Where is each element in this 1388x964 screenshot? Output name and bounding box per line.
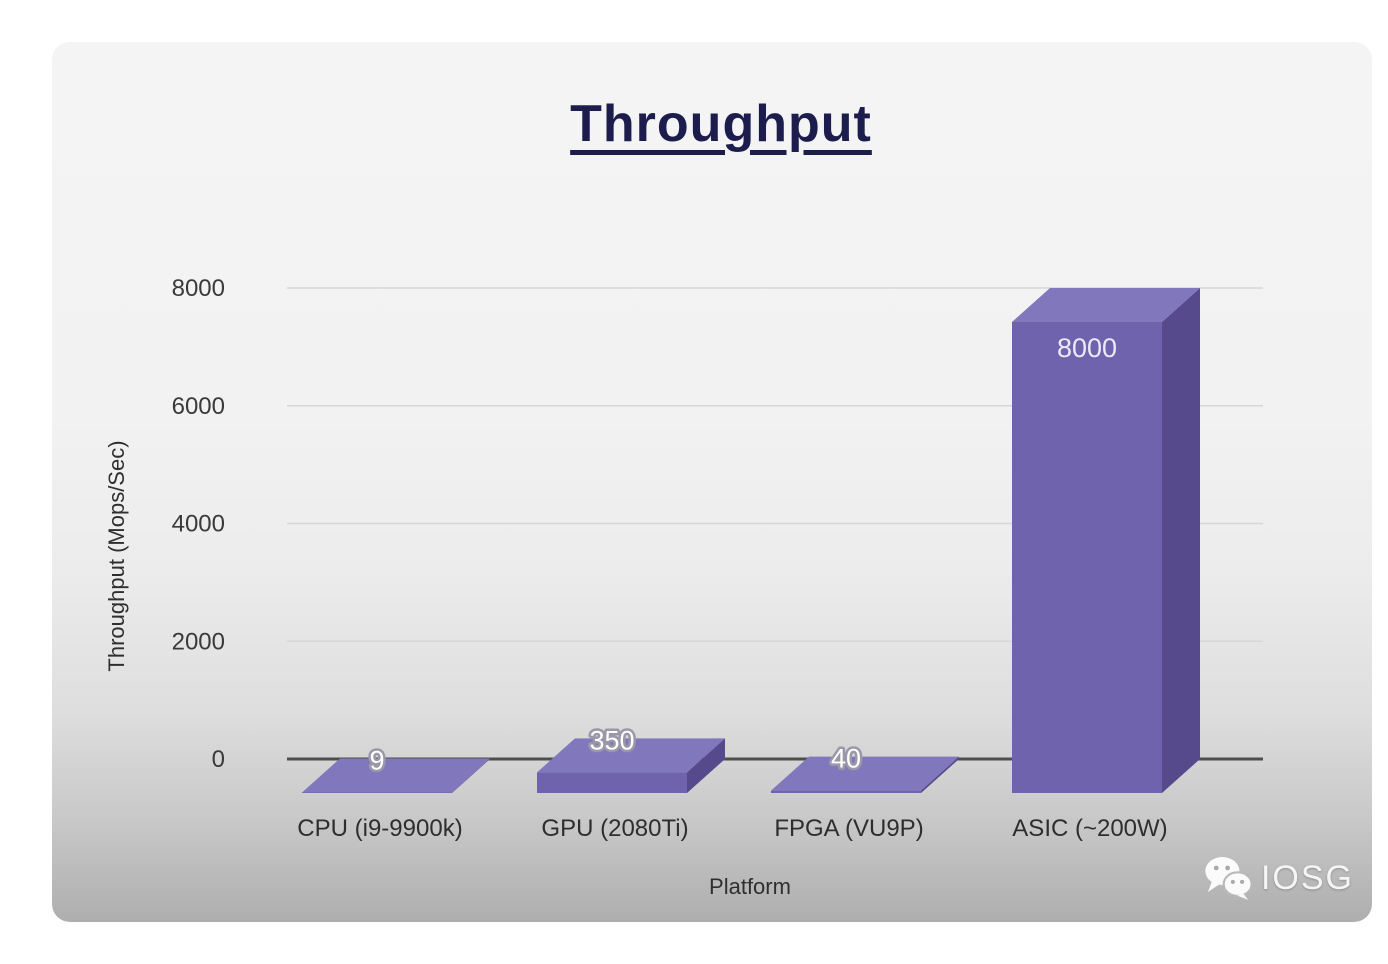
bar-1-side-face <box>452 758 490 793</box>
x-category-label: FPGA (VU9P) <box>774 815 923 842</box>
bar-1-top-face <box>302 758 490 793</box>
bar-4-side-face <box>1162 288 1200 793</box>
bar-2-front-face <box>537 772 687 793</box>
x-category-label: ASIC (~200W) <box>1012 815 1167 842</box>
bar-3-front-face <box>771 790 921 793</box>
bar-4-front-face <box>1012 322 1162 793</box>
bar-value-label: 8000 <box>1057 333 1117 363</box>
chart-title: Throughput <box>570 95 872 153</box>
y-tick-label: 6000 <box>172 393 225 420</box>
bar-4-top-face <box>1012 288 1200 322</box>
y-tick-label: 8000 <box>172 275 225 302</box>
x-axis-title: Platform <box>709 874 791 899</box>
x-category-label: GPU (2080Ti) <box>541 815 688 842</box>
bar-value-label: 40 <box>831 744 861 774</box>
bar-2-top-face <box>537 738 725 773</box>
bar-3-top-face <box>771 756 959 791</box>
watermark: IOSG <box>1204 850 1354 906</box>
bar-1-front-face <box>302 792 452 793</box>
bar-value-label: 350 <box>589 725 634 755</box>
y-tick-label: 2000 <box>172 628 225 655</box>
watermark-text: IOSG <box>1260 858 1354 897</box>
bar-2-side-face <box>687 738 725 793</box>
y-tick-label: 0 <box>212 746 225 773</box>
x-category-label: CPU (i9-9900k) <box>297 815 462 842</box>
wechat-icon <box>1205 857 1253 900</box>
bar-value-label: 9 <box>369 745 384 775</box>
bar-3-side-face <box>921 756 959 793</box>
y-tick-label: 4000 <box>172 511 225 538</box>
